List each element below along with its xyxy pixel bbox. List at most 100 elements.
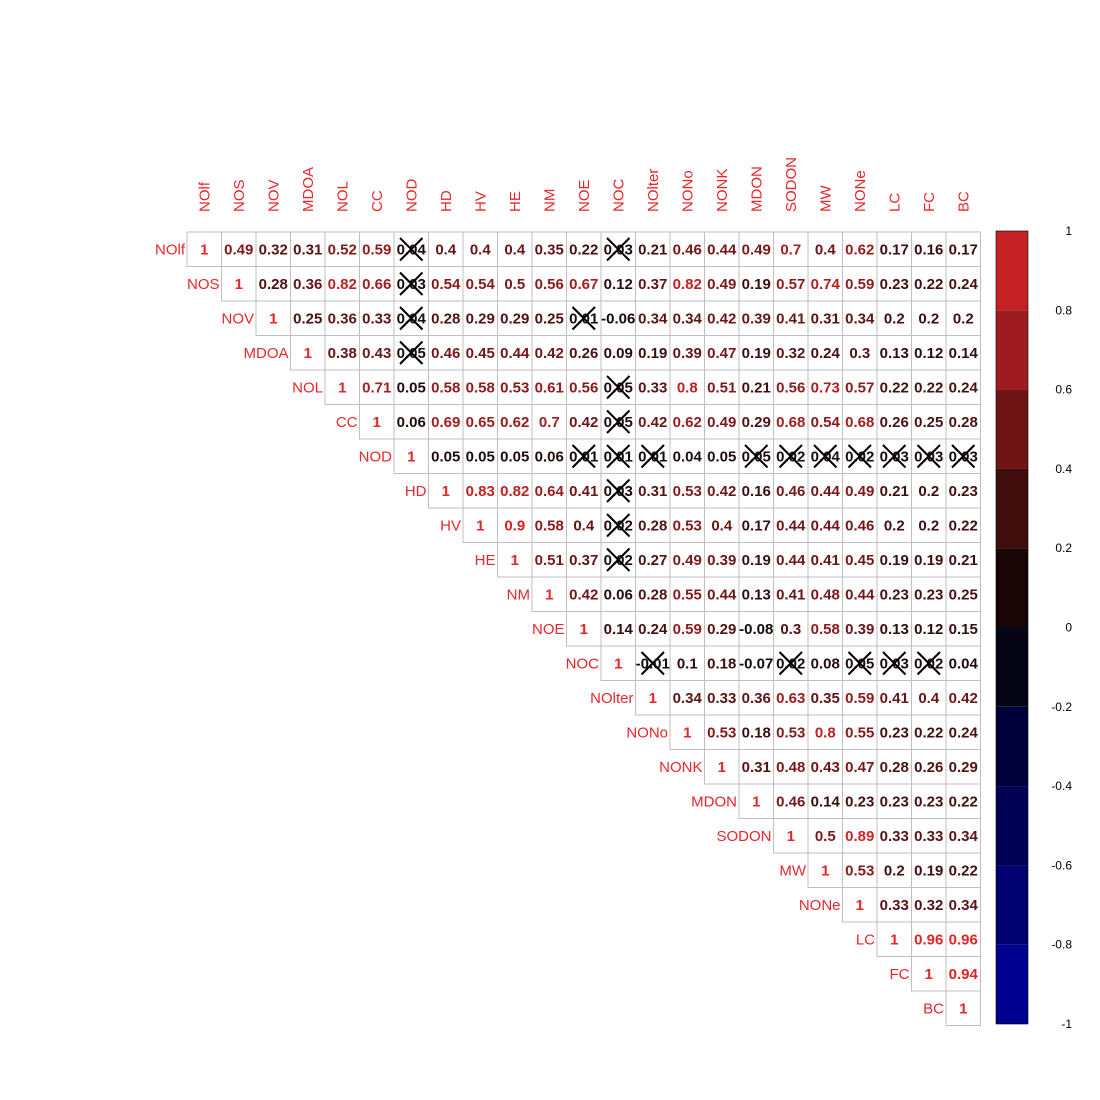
cell-nolf-cc <box>359 231 395 267</box>
cell-value-hd-nm: 0.64 <box>535 483 565 500</box>
cell-value-hv-lc: 0.2 <box>884 517 905 534</box>
cell-value-nonk-fc: 0.26 <box>914 759 943 776</box>
column-label-nono: NONo <box>679 170 696 212</box>
cell-value-sodon-fc: 0.33 <box>914 828 943 845</box>
cell-nono-nono <box>669 714 705 750</box>
cell-cc-lc <box>876 404 912 440</box>
cell-value-nos-noe: 0.67 <box>569 276 598 293</box>
cell-value-noc-bc: 0.04 <box>949 655 979 672</box>
cell-mdon-none <box>842 783 878 819</box>
cell-value-he-nm: 0.51 <box>535 552 564 569</box>
column-label-he: HE <box>507 191 524 212</box>
cell-value-nolf-nos: 0.49 <box>224 241 253 258</box>
cell-nolter-none <box>842 680 878 716</box>
cell-fc-bc <box>945 956 981 992</box>
cell-value-mdoa-hv: 0.45 <box>466 345 495 362</box>
insignificance-crosses <box>399 237 976 676</box>
cell-nm-noc <box>600 576 636 612</box>
legend-band-8 <box>996 865 1028 945</box>
cell-noe-none <box>842 611 878 647</box>
row-label-sodon: SODON <box>716 828 771 845</box>
cell-value-hv-he: 0.9 <box>504 517 525 534</box>
cell-value-nonk-lc: 0.28 <box>880 759 909 776</box>
cell-hd-bc <box>945 473 981 509</box>
row-label-nov: NOV <box>221 310 254 327</box>
legend-band-7 <box>996 786 1028 866</box>
cell-value-mdoa-mdon: 0.19 <box>742 345 771 362</box>
legend-tick-label: 1 <box>1065 224 1072 238</box>
column-label-nolf: NOlf <box>196 181 213 212</box>
cell-value-hd-mw: 0.44 <box>811 483 841 500</box>
column-label-nm: NM <box>541 189 558 212</box>
cell-value-nov-nonk: 0.42 <box>707 310 736 327</box>
cell-value-mdoa-fc: 0.12 <box>914 345 943 362</box>
cell-nolter-nolter <box>635 680 671 716</box>
legend-band-0 <box>996 231 1028 311</box>
cell-hd-he <box>497 473 533 509</box>
cell-value-nod-hv: 0.05 <box>466 448 495 465</box>
cell-value-mw-mw: 1 <box>821 862 829 879</box>
cell-value-nos-nov: 0.28 <box>259 276 288 293</box>
cell-value-nm-mw: 0.48 <box>811 586 840 603</box>
cell-he-mw <box>807 542 843 578</box>
cell-nm-noe <box>566 576 602 612</box>
legend-tick-label: 0.4 <box>1055 462 1072 476</box>
cell-sodon-sodon <box>773 818 809 854</box>
cell-value-noe-fc: 0.12 <box>914 621 943 638</box>
cell-value-nos-noc: 0.12 <box>604 276 633 293</box>
cell-value-nm-noc: 0.06 <box>604 586 633 603</box>
cell-noe-nono <box>669 611 705 647</box>
cell-value-mdoa-bc: 0.14 <box>949 345 979 362</box>
column-label-nos: NOS <box>231 179 248 212</box>
cell-nos-nono <box>669 266 705 302</box>
row-label-fc: FC <box>890 966 910 983</box>
cell-nm-mw <box>807 576 843 612</box>
cell-value-hd-nonk: 0.42 <box>707 483 736 500</box>
cell-value-mdoa-lc: 0.13 <box>880 345 909 362</box>
cell-nono-none <box>842 714 878 750</box>
cell-nos-nol <box>324 266 360 302</box>
row-label-nod: NOD <box>359 448 393 465</box>
cell-nonk-lc <box>876 749 912 785</box>
cell-value-hv-fc: 0.2 <box>918 517 939 534</box>
cell-nov-nol <box>324 300 360 336</box>
cell-value-nov-he: 0.29 <box>500 310 529 327</box>
cell-value-noe-noc: 0.14 <box>604 621 634 638</box>
cell-value-nos-nonk: 0.49 <box>707 276 736 293</box>
cell-value-nolf-he: 0.4 <box>504 241 526 258</box>
cell-nol-nolter <box>635 369 671 405</box>
column-label-fc: FC <box>921 192 938 212</box>
row-label-hv: HV <box>440 517 461 534</box>
cell-value-hd-hd: 1 <box>442 483 450 500</box>
cell-nolf-nolf <box>186 231 222 267</box>
cell-value-nos-hv: 0.54 <box>466 276 496 293</box>
cell-value-nolf-sodon: 0.7 <box>780 241 801 258</box>
row-label-cc: CC <box>336 414 358 431</box>
cell-value-nov-nov: 1 <box>269 310 277 327</box>
cell-value-nos-sodon: 0.57 <box>776 276 805 293</box>
cell-value-nonk-sodon: 0.48 <box>776 759 805 776</box>
cell-value-hd-none: 0.49 <box>845 483 874 500</box>
cell-value-nos-hd: 0.54 <box>431 276 461 293</box>
cell-value-nol-mdon: 0.21 <box>742 379 771 396</box>
cell-hv-bc <box>945 507 981 543</box>
cell-cc-fc <box>911 404 947 440</box>
row-label-nonk: NONK <box>659 759 702 776</box>
cell-lc-bc <box>945 921 981 957</box>
cell-value-he-nonk: 0.39 <box>707 552 736 569</box>
cell-he-mdon <box>738 542 774 578</box>
cell-he-nolter <box>635 542 671 578</box>
cell-value-hd-he: 0.82 <box>500 483 529 500</box>
cell-value-cc-mdon: 0.29 <box>742 414 771 431</box>
legend-tick-label: -0.4 <box>1051 779 1072 793</box>
column-label-lc: LC <box>886 193 903 212</box>
cell-nolf-hd <box>428 231 464 267</box>
cell-nolf-mdon <box>738 231 774 267</box>
cell-value-hv-noe: 0.4 <box>573 517 595 534</box>
cell-hv-nolter <box>635 507 671 543</box>
cell-value-noc-nono: 0.1 <box>677 655 698 672</box>
cross-line-b-nov-noe <box>571 306 596 331</box>
cell-value-mdoa-nol: 0.38 <box>328 345 357 362</box>
cross-line-b-nod-lc <box>882 444 907 469</box>
